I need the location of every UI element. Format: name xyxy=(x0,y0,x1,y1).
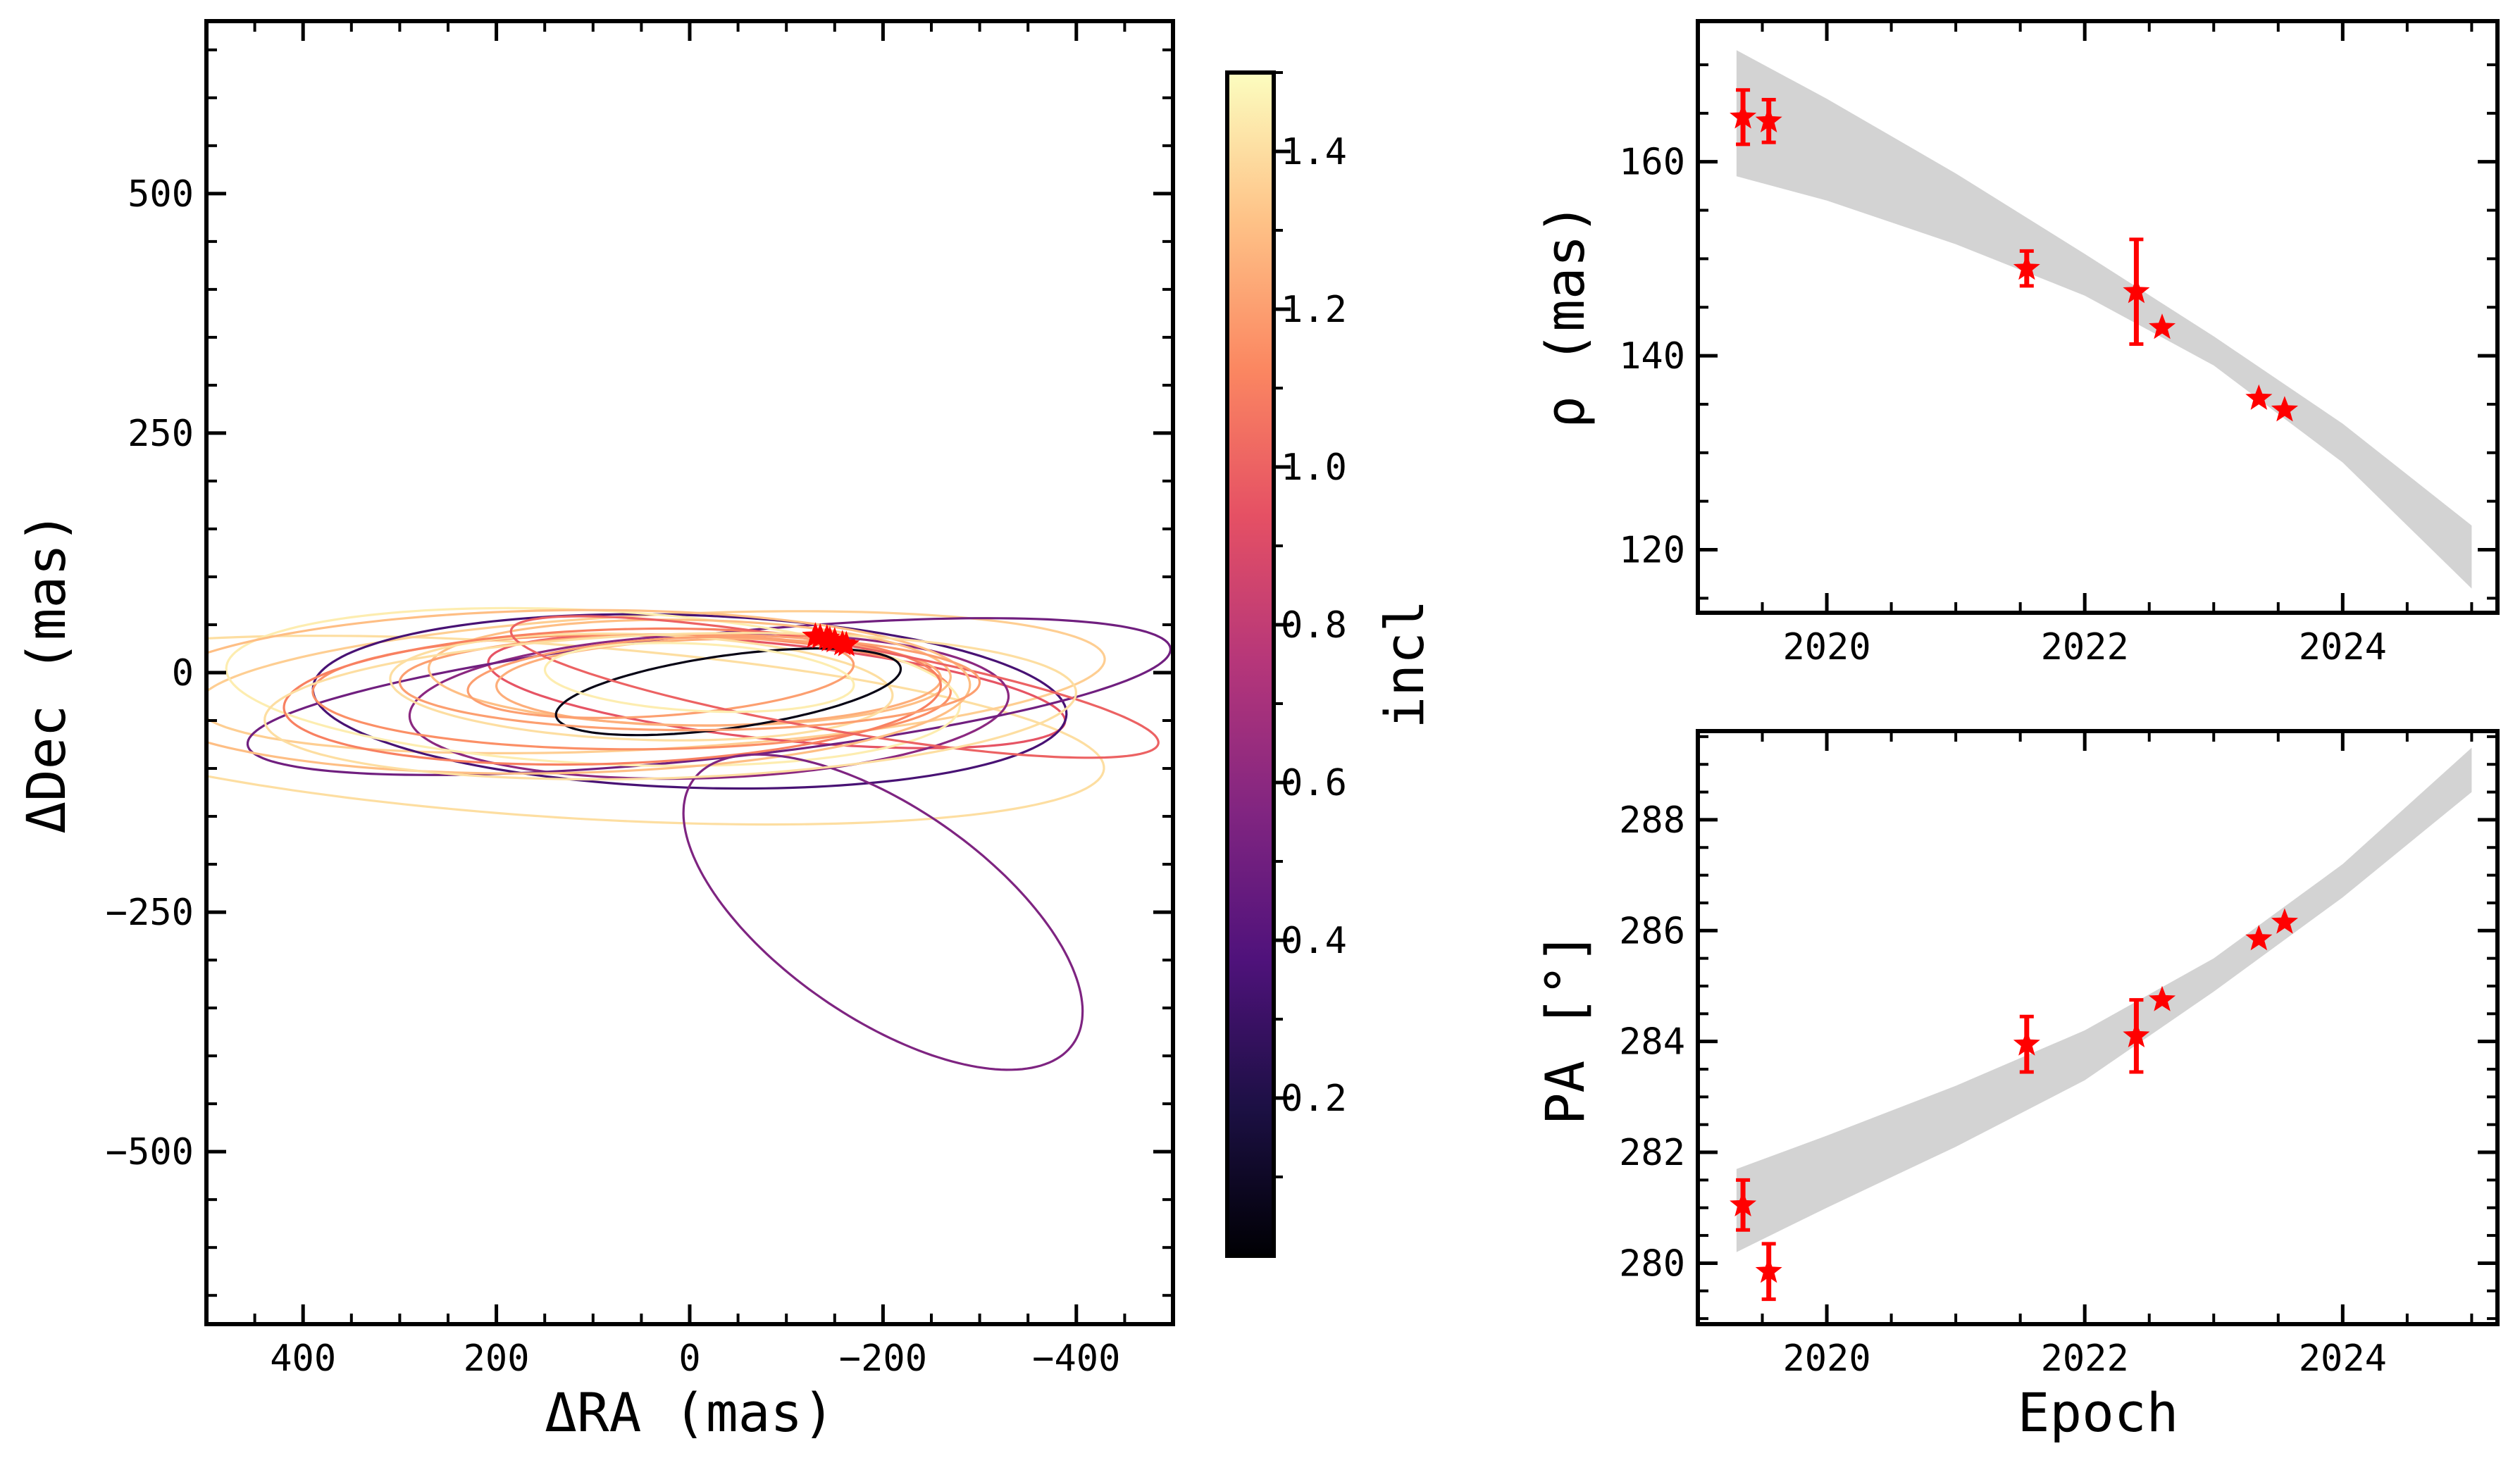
y-tick-label: 282 xyxy=(1619,1132,1685,1174)
position-angle-plot-ticks: 2020 2022 2024 280 282 284 286 288 xyxy=(1619,731,2497,1380)
star-marker xyxy=(1755,1257,1782,1283)
star-marker xyxy=(2149,313,2176,339)
y-tick-label: 280 xyxy=(1619,1242,1685,1285)
y-tick-label: 160 xyxy=(1619,142,1685,184)
star-marker xyxy=(2271,908,2298,934)
orbit-ellipse xyxy=(509,615,1160,759)
orbit-ellipse xyxy=(225,606,962,768)
separation-y-axis-title: ρ (mas) xyxy=(1534,203,1596,428)
x-tick-label: −200 xyxy=(839,1338,927,1380)
y-tick-label: 286 xyxy=(1619,910,1685,952)
orbit-ellipse xyxy=(206,609,972,775)
star-marker xyxy=(2013,1030,2040,1056)
x-tick-label: 2020 xyxy=(1782,626,1870,668)
y-tick-label: 250 xyxy=(128,413,194,455)
x-tick-label: 2020 xyxy=(1782,1338,1870,1380)
x-tick-label: 400 xyxy=(270,1338,336,1380)
star-marker xyxy=(2013,254,2040,280)
x-tick-label: 0 xyxy=(678,1338,700,1380)
colorbar-tick-label: 0.6 xyxy=(1281,762,1347,804)
x-tick-label: 2022 xyxy=(2041,1338,2129,1380)
orbit-ellipse xyxy=(682,753,1084,1071)
y-tick-label: 284 xyxy=(1619,1021,1685,1064)
separation-plot: 2020 2022 2024 120 140 160 ρ (mas) xyxy=(1534,19,2500,668)
position-angle-points xyxy=(1730,908,2298,1302)
y-tick-label: −250 xyxy=(106,892,194,934)
star-marker xyxy=(2245,384,2273,410)
orbit-ellipse xyxy=(466,635,855,719)
position-angle-plot: 2020 2022 2024 280 282 284 286 288 Epoch PA [°] xyxy=(1534,729,2500,1444)
x-tick-label: −400 xyxy=(1032,1338,1120,1380)
orbit-observed-points xyxy=(802,622,860,656)
separation-plot-frame xyxy=(1696,19,2500,615)
colorbar-frame xyxy=(1225,70,1276,1258)
separation-model-band xyxy=(1736,50,2472,589)
x-tick-label: 200 xyxy=(464,1338,530,1380)
colorbar-tick-label: 0.2 xyxy=(1281,1078,1347,1120)
orbit-plot: 400 200 0 −200 −400 500 250 0 −250 −500 ΔRA (mas)… xyxy=(15,19,1175,1444)
star-marker xyxy=(2271,396,2298,422)
x-tick-label: 2024 xyxy=(2299,1338,2387,1380)
orbit-ellipse xyxy=(311,613,1068,790)
orbit-ellipse xyxy=(283,627,943,766)
star-marker xyxy=(2123,1021,2150,1047)
star-marker xyxy=(2149,985,2176,1011)
colorbar-tick-label: 0.4 xyxy=(1281,920,1347,962)
colorbar-tick-label: 1.2 xyxy=(1281,289,1347,331)
y-tick-label: 288 xyxy=(1619,799,1685,842)
separation-points xyxy=(1730,88,2298,422)
separation-plot-ticks: 2020 2022 2024 120 140 160 xyxy=(1619,21,2497,668)
y-tick-label: 120 xyxy=(1619,529,1685,571)
y-tick-label: 140 xyxy=(1619,335,1685,378)
star-marker xyxy=(1755,106,1782,132)
orbit-ellipse xyxy=(543,642,855,713)
position-angle-plot-frame xyxy=(1696,729,2500,1326)
colorbar-ticks: 0.2 0.4 0.6 0.8 1.0 1.2 1.4 xyxy=(1274,71,1347,1178)
orbit-curves xyxy=(206,606,1172,1071)
orbit-x-axis-title: ΔRA (mas) xyxy=(545,1381,835,1444)
position-angle-y-axis-title: PA [°] xyxy=(1534,932,1596,1126)
x-tick-label: 2024 xyxy=(2299,626,2387,668)
orbit-ellipse xyxy=(389,632,894,742)
colorbar-bar xyxy=(1227,73,1274,1256)
orbit-ellipse xyxy=(263,632,1078,781)
x-tick-label: 2022 xyxy=(2041,626,2129,668)
orbit-ellipse xyxy=(398,633,981,732)
position-angle-model-band xyxy=(1736,747,2472,1252)
colorbar: 0.2 0.4 0.6 0.8 1.0 1.2 1.4 incl xyxy=(1225,70,1436,1258)
position-angle-x-axis-title: Epoch xyxy=(2018,1381,2179,1444)
orbit-ellipse xyxy=(206,610,1106,754)
star-marker xyxy=(1730,1190,1757,1216)
y-tick-label: 0 xyxy=(172,652,194,694)
star-marker xyxy=(2245,925,2273,951)
y-tick-label: 500 xyxy=(128,173,194,216)
orbit-y-axis-title: ΔDec (mas) xyxy=(15,511,77,834)
orbit-star-marker xyxy=(833,630,860,656)
orbit-plot-ticks: 400 200 0 −200 −400 500 250 0 −250 −500 xyxy=(106,21,1174,1380)
star-marker xyxy=(2123,278,2150,304)
y-tick-label: −500 xyxy=(106,1131,194,1173)
colorbar-tick-label: 0.8 xyxy=(1281,604,1347,647)
colorbar-title: incl xyxy=(1373,599,1436,728)
orbit-ellipse xyxy=(554,647,902,737)
star-marker xyxy=(1730,103,1757,129)
colorbar-tick-label: 1.4 xyxy=(1281,131,1347,173)
colorbar-tick-label: 1.0 xyxy=(1281,447,1347,489)
